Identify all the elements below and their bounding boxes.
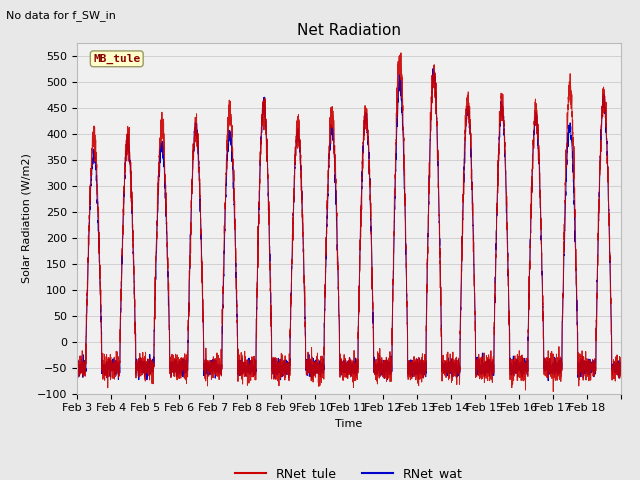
Legend: RNet_tule, RNet_wat: RNet_tule, RNet_wat bbox=[230, 462, 468, 480]
Y-axis label: Solar Radiation (W/m2): Solar Radiation (W/m2) bbox=[21, 154, 31, 283]
Title: Net Radiation: Net Radiation bbox=[297, 23, 401, 38]
Text: MB_tule: MB_tule bbox=[93, 54, 140, 64]
Text: No data for f_SW_in: No data for f_SW_in bbox=[6, 10, 116, 21]
X-axis label: Time: Time bbox=[335, 419, 362, 429]
